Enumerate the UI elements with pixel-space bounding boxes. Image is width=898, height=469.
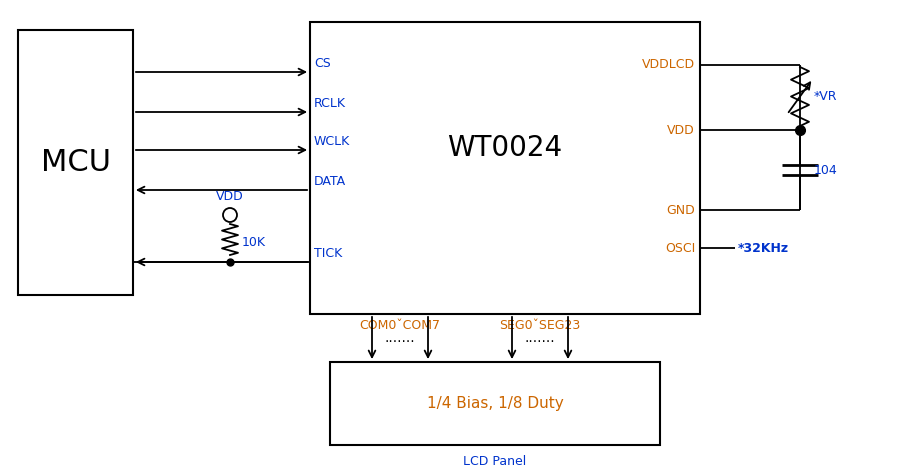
Text: VDD: VDD	[667, 123, 695, 136]
Text: RCLK: RCLK	[314, 97, 346, 110]
Bar	[18, 30, 133, 295]
Text: TICK: TICK	[314, 247, 342, 260]
Text: COM0ˇCOM7: COM0ˇCOM7	[359, 319, 441, 332]
Bar	[310, 22, 700, 314]
Text: SEG0ˇSEG23: SEG0ˇSEG23	[499, 319, 581, 332]
Text: OSCI: OSCI	[665, 242, 695, 255]
Text: LCD Panel: LCD Panel	[463, 455, 526, 468]
Text: VDDLCD: VDDLCD	[642, 59, 695, 71]
Text: *32KHz: *32KHz	[738, 242, 789, 255]
Text: 1/4 Bias, 1/8 Duty: 1/4 Bias, 1/8 Duty	[427, 396, 563, 411]
Text: DATA: DATA	[314, 175, 346, 188]
Text: *VR: *VR	[814, 90, 838, 103]
Text: VDD: VDD	[216, 190, 244, 203]
Text: MCU: MCU	[40, 148, 110, 177]
Text: 10K: 10K	[242, 235, 266, 249]
Text: .......: .......	[524, 331, 555, 345]
Text: .......: .......	[384, 331, 415, 345]
Bar	[330, 362, 660, 445]
Text: WCLK: WCLK	[314, 135, 350, 148]
Text: WT0024: WT0024	[447, 134, 562, 162]
Text: GND: GND	[666, 204, 695, 217]
Text: CS: CS	[314, 57, 330, 70]
Text: 104: 104	[814, 164, 838, 176]
